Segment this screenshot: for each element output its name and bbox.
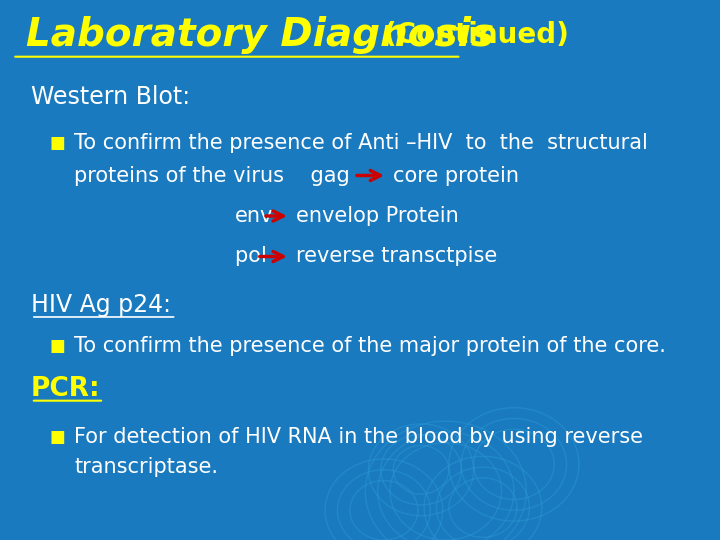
Text: envelop Protein: envelop Protein bbox=[296, 206, 459, 226]
Text: ■: ■ bbox=[50, 336, 66, 355]
Text: To confirm the presence of the major protein of the core.: To confirm the presence of the major pro… bbox=[74, 335, 666, 356]
Text: ■: ■ bbox=[50, 134, 66, 152]
Text: ■: ■ bbox=[50, 428, 66, 447]
Text: reverse transctpise: reverse transctpise bbox=[296, 246, 498, 267]
Text: core protein: core protein bbox=[393, 165, 519, 186]
Text: (Continued): (Continued) bbox=[384, 21, 570, 49]
Text: Western Blot:: Western Blot: bbox=[31, 85, 190, 109]
Text: To confirm the presence of Anti –HIV  to  the  structural: To confirm the presence of Anti –HIV to … bbox=[74, 133, 648, 153]
Text: proteins of the virus    gag: proteins of the virus gag bbox=[74, 165, 350, 186]
Text: For detection of HIV RNA in the blood by using reverse: For detection of HIV RNA in the blood by… bbox=[74, 427, 643, 448]
Text: Laboratory Diagnosis: Laboratory Diagnosis bbox=[26, 16, 494, 54]
Text: env.: env. bbox=[235, 206, 279, 226]
Text: HIV Ag p24:: HIV Ag p24: bbox=[31, 293, 171, 317]
Text: PCR:: PCR: bbox=[31, 376, 101, 402]
Text: pol: pol bbox=[235, 246, 280, 267]
Text: transcriptase.: transcriptase. bbox=[74, 457, 218, 477]
